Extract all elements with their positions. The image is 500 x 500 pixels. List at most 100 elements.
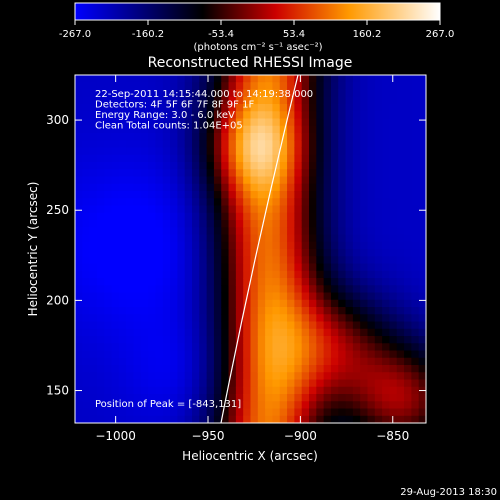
heatmap-cell xyxy=(389,328,398,337)
heatmap-cell xyxy=(162,394,171,402)
heatmap-cell xyxy=(96,176,105,185)
heatmap-cell xyxy=(287,198,295,207)
heatmap-cell xyxy=(323,336,332,344)
heatmap-cell xyxy=(396,292,405,301)
heatmap-cell xyxy=(126,314,135,323)
heatmap-cell xyxy=(323,169,332,178)
heatmap-cell xyxy=(338,176,347,185)
heatmap-cell xyxy=(228,140,237,149)
heatmap-cell xyxy=(162,118,171,127)
heatmap-cell xyxy=(170,314,178,323)
heatmap-cell xyxy=(287,89,295,98)
heatmap-cell xyxy=(221,82,230,91)
heatmap-cell xyxy=(118,365,127,373)
heatmap-cell xyxy=(192,350,200,359)
heatmap-cell xyxy=(345,220,354,228)
heatmap-cell xyxy=(221,169,230,178)
heatmap-cell xyxy=(133,82,142,91)
heatmap-cell xyxy=(170,234,178,243)
heatmap-cell xyxy=(360,379,369,388)
heatmap-cell xyxy=(411,82,420,91)
heatmap-cell xyxy=(170,256,178,265)
heatmap-cell xyxy=(345,263,354,272)
heatmap-cell xyxy=(228,278,237,286)
heatmap-cell xyxy=(96,191,105,199)
heatmap-cell xyxy=(316,241,325,250)
heatmap-cell xyxy=(294,343,303,352)
heatmap-cell xyxy=(213,285,222,294)
heatmap-cell xyxy=(316,111,325,120)
heatmap-cell xyxy=(162,227,171,236)
heatmap-cell xyxy=(367,299,376,308)
heatmap-cell xyxy=(206,147,215,156)
heatmap-cell xyxy=(111,183,120,192)
heatmap-cell xyxy=(294,176,303,185)
heatmap-cell xyxy=(162,415,171,423)
heatmap-cell xyxy=(396,183,405,192)
heatmap-cell xyxy=(155,227,164,236)
heatmap-cell xyxy=(316,169,325,178)
heatmap-cell xyxy=(184,75,193,83)
heatmap-cell xyxy=(316,104,325,112)
heatmap-cell xyxy=(287,249,295,257)
heatmap-cell xyxy=(316,212,325,221)
heatmap-cell xyxy=(206,394,215,402)
heatmap-cell xyxy=(82,118,91,127)
heatmap-cell xyxy=(272,104,281,112)
heatmap-cell xyxy=(360,415,369,423)
heatmap-cell xyxy=(206,249,215,257)
heatmap-cell xyxy=(316,89,325,98)
heatmap-cell xyxy=(89,147,98,156)
heatmap-cell xyxy=(294,307,303,315)
heatmap-cell xyxy=(404,147,412,156)
heatmap-cell xyxy=(192,227,200,236)
heatmap-cell xyxy=(294,249,303,257)
heatmap-cell xyxy=(367,394,376,402)
heatmap-cell xyxy=(411,212,420,221)
heatmap-cell xyxy=(148,285,157,294)
heatmap-cell xyxy=(162,379,171,388)
heatmap-cell xyxy=(279,140,288,149)
heatmap-cell xyxy=(265,278,274,286)
heatmap-cell xyxy=(287,125,295,134)
heatmap-cell xyxy=(96,343,105,352)
heatmap-cell xyxy=(213,154,222,163)
heatmap-cell xyxy=(287,270,295,279)
heatmap-cell xyxy=(126,198,135,207)
heatmap-cell xyxy=(257,96,266,105)
heatmap-cell xyxy=(199,154,208,163)
heatmap-cell xyxy=(360,75,369,83)
heatmap-cell xyxy=(170,111,178,120)
heatmap-cell xyxy=(404,154,412,163)
heatmap-cell xyxy=(272,401,281,410)
heatmap-cell xyxy=(374,343,383,352)
heatmap-cell xyxy=(411,256,420,265)
heatmap-cell xyxy=(75,198,83,207)
heatmap-cell xyxy=(360,343,369,352)
heatmap-cell xyxy=(309,401,317,410)
heatmap-cell xyxy=(96,299,105,308)
heatmap-cell xyxy=(243,111,252,120)
heatmap-cell xyxy=(323,118,332,127)
heatmap-cell xyxy=(352,321,361,330)
heatmap-cell xyxy=(243,401,252,410)
heatmap-cell xyxy=(367,169,376,178)
heatmap-cell xyxy=(374,314,383,323)
heatmap-cell xyxy=(228,357,237,366)
heatmap-cell xyxy=(338,386,347,395)
heatmap-cell xyxy=(382,263,391,272)
heatmap-cell xyxy=(287,111,295,120)
heatmap-cell xyxy=(213,169,222,178)
heatmap-cell xyxy=(184,394,193,402)
heatmap-cell xyxy=(294,256,303,265)
heatmap-cell xyxy=(89,321,98,330)
heatmap-cell xyxy=(118,169,127,178)
heatmap-cell xyxy=(309,104,317,112)
heatmap-cell xyxy=(206,198,215,207)
heatmap-cell xyxy=(155,394,164,402)
heatmap-cell xyxy=(213,147,222,156)
heatmap-cell xyxy=(338,183,347,192)
heatmap-cell xyxy=(287,82,295,91)
heatmap-cell xyxy=(89,234,98,243)
heatmap-cell xyxy=(374,386,383,395)
